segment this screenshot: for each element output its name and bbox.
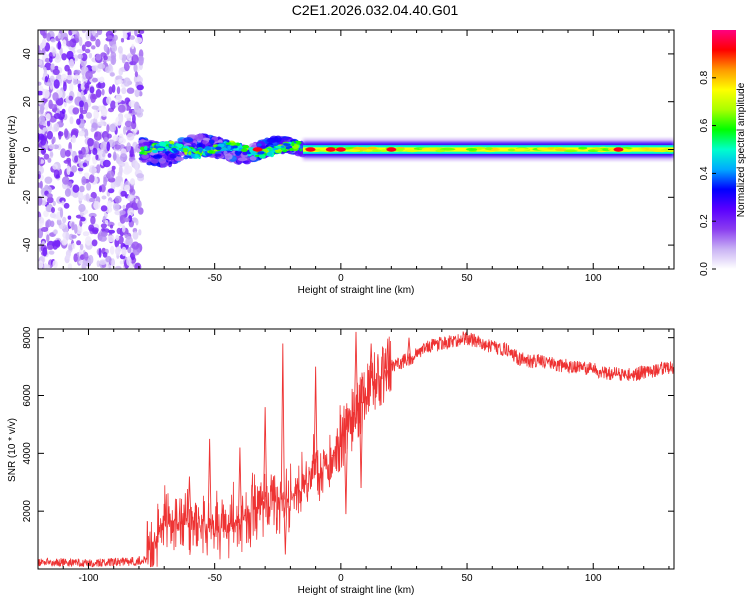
colorbar-ticks: 0.0 0.2 0.4 0.6 0.8 [699,70,716,276]
snr-spike [384,369,389,382]
snr-spike [280,343,285,500]
colorbar-tick-label: 0.4 [699,166,710,180]
y-tick-label: 0 [22,146,33,152]
snr-spike [369,343,374,386]
x-tick-label: 50 [461,573,473,584]
spectrogram-hot-spots [252,147,624,152]
hot-spot [386,147,397,152]
snr-spike [359,401,364,489]
x-tick-label: -100 [78,273,98,284]
x-tick-label: 50 [461,273,473,284]
snr-series-line [38,331,674,568]
y-tick-label: -20 [22,190,33,205]
snr-spike [187,476,192,523]
hot-spot [613,147,624,152]
snr-x-ticks: -100 -50 0 50 100 [37,329,670,584]
figure-title: C2E1.2026.032.04.40.G01 [292,2,459,18]
snr-spike [407,337,411,359]
hot-spot [335,147,346,152]
snr-panel: -100 -50 0 50 100 2000 4000 6000 8000 Height of… [7,326,675,596]
snr-spikes [187,331,411,555]
x-tick-label: 0 [338,273,344,284]
colorbar-tick-label: 0.6 [699,118,710,132]
colorbar-label: Normalized spectral amplitude [736,82,747,217]
y-tick-label: 4000 [22,442,33,465]
snr-spike [283,499,288,555]
y-tick-label: 2000 [22,500,33,523]
x-tick-label: -50 [207,273,222,284]
y-tick-label: 8000 [22,326,33,349]
hot-spot [252,147,263,152]
colorbar: 0.0 0.2 0.4 0.6 0.8 Normalized spectral ampl… [699,30,747,276]
x-tick-label: -100 [78,573,98,584]
spectrogram-region-1 [137,133,307,168]
x-tick-label: 100 [585,273,602,284]
y-tick-label: 40 [22,48,33,60]
snr-frame [37,328,675,570]
spectrogram-region-0 [38,30,145,269]
spectrogram-x-ticks: -100 -50 0 50 100 [37,30,670,284]
y-tick-label: 20 [22,96,33,108]
snr-spike [343,433,348,515]
spectrogram-panel: -100 -50 0 50 100 -40 -20 0 20 40 Height of stra… [7,29,675,296]
y-tick-label: -40 [22,237,33,252]
colorbar-tick-label: 0.0 [699,262,710,276]
snr-y-label: SNR (10 * v/v) [7,418,18,482]
snr-spike [354,331,358,412]
spectrogram-y-ticks: -40 -20 0 20 40 [22,48,674,252]
snr-y-ticks: 2000 4000 6000 8000 [22,326,674,522]
snr-x-label: Height of straight line (km) [298,585,415,596]
spectrogram-image [38,30,674,269]
spectrogram-y-label: Frequency (Hz) [7,116,18,185]
snr-spike [263,407,268,500]
y-tick-label: 6000 [22,384,33,407]
colorbar-tick-label: 0.2 [699,214,710,228]
hot-spot [305,147,316,152]
colorbar-tick-label: 0.8 [699,70,710,84]
x-tick-label: 100 [585,573,602,584]
snr-spike [207,438,212,526]
spectrogram-x-label: Height of straight line (km) [298,285,415,296]
x-tick-label: -50 [207,573,222,584]
snr-spike [331,454,336,457]
colorbar-ramp [712,30,736,269]
x-tick-label: 0 [338,573,344,584]
hot-spot [325,147,336,152]
snr-spike [313,366,318,474]
snr-plot-area [38,331,674,568]
snr-spike [237,447,242,523]
